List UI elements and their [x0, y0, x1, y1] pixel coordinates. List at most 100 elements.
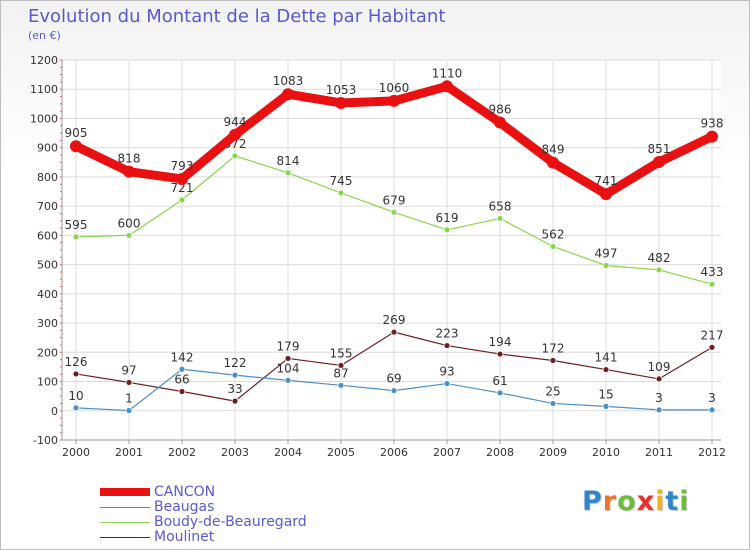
data-label: 745: [330, 174, 353, 188]
y-tick-label: 1100: [30, 83, 58, 96]
data-point: [231, 397, 239, 405]
data-point: [72, 233, 80, 241]
x-tick-label: 2011: [645, 446, 673, 459]
data-label: 1053: [326, 83, 357, 97]
data-point: [655, 266, 663, 274]
data-label: 741: [595, 174, 618, 188]
y-tick-label: 1200: [30, 54, 58, 67]
data-label: 15: [598, 387, 613, 401]
data-point: [178, 365, 186, 373]
data-label: 109: [648, 360, 671, 374]
legend-swatch-boudy: [100, 522, 150, 523]
data-label: 793: [171, 159, 194, 173]
data-point: [441, 80, 453, 93]
y-tick-label: 200: [37, 346, 58, 359]
data-point: [600, 188, 612, 201]
data-point: [284, 169, 292, 177]
data-label: 217: [701, 328, 724, 342]
data-label: 172: [542, 341, 565, 355]
data-label: 104: [277, 361, 300, 375]
data-point: [708, 343, 716, 351]
data-point: [496, 389, 504, 397]
data-point: [496, 215, 504, 222]
data-point: [282, 88, 294, 101]
data-point: [176, 172, 188, 185]
y-tick-label: 500: [37, 259, 58, 272]
x-tick-label: 2004: [274, 446, 302, 459]
data-point: [602, 366, 610, 373]
data-point: [602, 262, 610, 269]
data-point: [655, 406, 663, 414]
data-point: [337, 189, 345, 197]
y-tick-label: 100: [37, 376, 58, 389]
data-label: 497: [595, 246, 618, 260]
data-label: 194: [489, 335, 512, 349]
x-tick-label: 2006: [380, 446, 408, 459]
data-point: [231, 371, 239, 379]
data-label: 818: [118, 152, 141, 166]
x-tick-label: 2008: [486, 446, 514, 459]
chart-subtitle: (en €): [28, 29, 61, 42]
data-label: 3: [708, 391, 716, 405]
data-label: 69: [386, 372, 401, 386]
x-tick-label: 2005: [327, 446, 355, 459]
data-label: 126: [65, 355, 88, 369]
y-tick-label: 300: [37, 317, 58, 330]
data-point: [549, 243, 557, 250]
data-point: [494, 116, 506, 129]
data-point: [123, 165, 135, 178]
x-tick-label: 2007: [433, 446, 461, 459]
data-label: 938: [701, 117, 724, 131]
data-label: 33: [227, 382, 242, 396]
data-label: 122: [224, 356, 247, 370]
data-label: 986: [489, 103, 512, 117]
data-label: 905: [65, 126, 88, 140]
data-point: [284, 376, 292, 384]
data-label: 595: [65, 218, 88, 232]
logo-letter: i: [655, 486, 666, 517]
data-label: 679: [383, 193, 406, 207]
data-label: 141: [595, 351, 618, 365]
data-label: 61: [492, 374, 507, 388]
data-point: [390, 387, 398, 395]
data-label: 1083: [273, 74, 304, 88]
data-point: [388, 94, 400, 107]
y-tick-label: 600: [37, 229, 58, 242]
y-tick-label: 0: [51, 405, 58, 418]
chart-title: Evolution du Montant de la Dette par Hab…: [28, 6, 446, 27]
data-point: [178, 388, 186, 395]
data-point: [443, 226, 451, 234]
data-label: 97: [121, 363, 136, 377]
data-label: 223: [436, 327, 459, 341]
data-point: [443, 380, 451, 387]
x-tick-label: 2012: [698, 446, 726, 459]
legend-swatch-moulinet: [100, 537, 150, 538]
y-tick-label: 700: [37, 200, 58, 213]
legend-swatch-beaugas: [100, 507, 150, 508]
data-label: 1060: [379, 81, 410, 95]
data-label: 87: [333, 366, 348, 380]
legend-label-beaugas: Beaugas: [154, 499, 215, 515]
logo-letter: i: [679, 486, 690, 517]
data-label: 66: [174, 372, 189, 386]
x-tick-label: 2003: [221, 446, 249, 459]
data-point: [390, 208, 398, 216]
data-point: [549, 357, 557, 364]
x-tick-label: 2000: [62, 446, 90, 459]
data-label: 10: [68, 389, 83, 403]
data-point: [337, 362, 345, 369]
data-point: [72, 370, 80, 378]
data-point: [178, 196, 186, 204]
data-point: [443, 342, 451, 349]
data-point: [337, 381, 345, 389]
data-point: [284, 355, 292, 362]
data-label: 179: [277, 339, 300, 353]
logo-letter: P: [582, 486, 603, 517]
data-point: [655, 375, 663, 383]
y-tick-label: -100: [33, 434, 58, 447]
data-label: 944: [224, 115, 247, 129]
data-point: [125, 407, 133, 414]
x-tick-label: 2002: [168, 446, 196, 459]
y-tick-label: 900: [37, 142, 58, 155]
